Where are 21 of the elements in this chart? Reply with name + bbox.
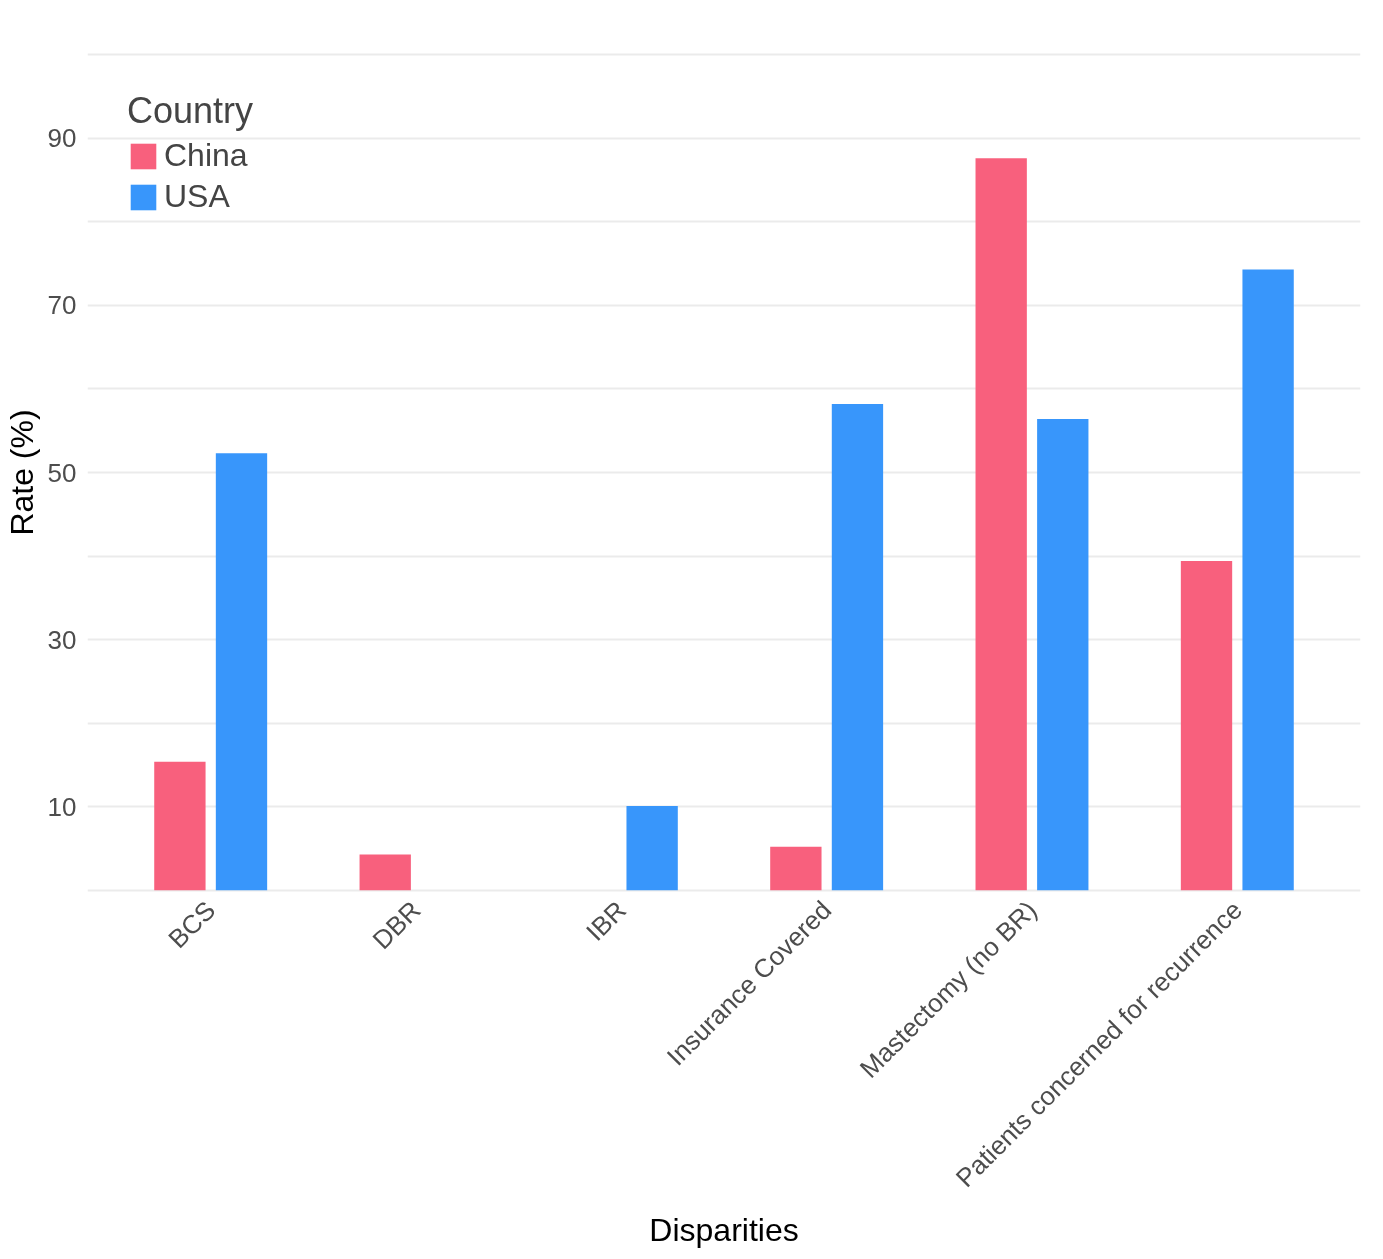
legend-label: China xyxy=(164,137,248,174)
legend-title: Country xyxy=(127,90,254,132)
y-tick-label: 10 xyxy=(47,791,77,822)
bar xyxy=(359,854,411,891)
bar xyxy=(215,453,268,891)
y-tick-label: 90 xyxy=(47,123,77,154)
x-tick-label: IBR xyxy=(580,894,632,947)
bar xyxy=(154,761,206,891)
bar xyxy=(1037,419,1089,891)
bar xyxy=(626,805,678,891)
bar xyxy=(831,403,884,891)
y-tick-label: 30 xyxy=(47,624,77,655)
y-tick-label: 70 xyxy=(47,290,77,321)
bar xyxy=(770,846,822,891)
y-tick-label: 50 xyxy=(47,457,77,488)
bar xyxy=(975,158,1027,891)
y-axis-title: Rate (%) xyxy=(3,409,40,536)
x-axis-title: Disparities xyxy=(649,1211,799,1248)
bar xyxy=(1180,561,1233,891)
legend-label: USA xyxy=(164,178,230,215)
bar xyxy=(1242,269,1294,891)
